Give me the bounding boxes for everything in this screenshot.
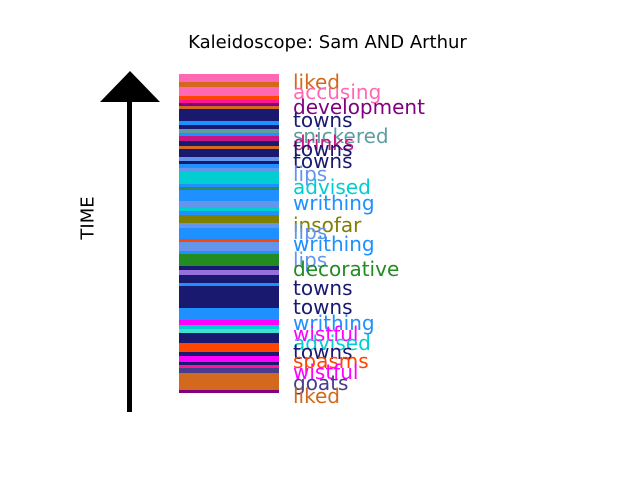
color-band — [179, 136, 279, 141]
diagram-title: Kaleidoscope: Sam AND Arthur — [188, 32, 467, 53]
word-label: insofar — [293, 213, 362, 237]
color-band — [179, 171, 279, 184]
color-band — [179, 161, 279, 164]
word-label: wistful — [293, 360, 359, 384]
time-axis-label: TIME — [77, 196, 99, 240]
color-band — [179, 239, 279, 242]
word-label: spasms — [293, 349, 369, 373]
color-band — [179, 251, 279, 254]
color-band — [179, 215, 279, 223]
color-band — [179, 320, 279, 325]
color-band — [179, 149, 279, 157]
color-band — [179, 254, 279, 266]
word-label: advised — [293, 175, 371, 199]
word-label: drinks — [293, 131, 355, 155]
color-band — [179, 109, 279, 121]
word-label: towns — [293, 295, 353, 319]
word-label: towns — [293, 108, 353, 132]
color-band — [179, 125, 279, 129]
color-band — [179, 270, 279, 275]
word-label: wistful — [293, 322, 359, 346]
word-label: goats — [293, 371, 349, 395]
color-band — [179, 362, 279, 365]
word-label: liked — [293, 70, 340, 94]
color-band — [179, 82, 279, 87]
color-band — [179, 157, 279, 161]
color-band — [179, 308, 279, 320]
time-arrow-shaft — [127, 100, 132, 412]
word-label: writhing — [293, 232, 375, 256]
color-band — [179, 365, 279, 368]
color-band — [179, 266, 279, 270]
word-label: liked — [293, 384, 340, 408]
color-band — [179, 187, 279, 190]
color-band — [179, 275, 279, 283]
color-band — [179, 352, 279, 356]
color-band — [179, 146, 279, 149]
color-band — [179, 373, 279, 390]
color-band — [179, 390, 279, 393]
word-label: towns — [293, 149, 353, 173]
time-arrow-head-icon — [100, 71, 160, 102]
word-label: towns — [293, 340, 353, 364]
color-band — [179, 228, 279, 239]
color-band — [179, 283, 279, 286]
color-band — [179, 325, 279, 329]
color-band — [179, 329, 279, 333]
word-label: writhing — [293, 191, 375, 215]
color-band — [179, 133, 279, 136]
color-band — [179, 87, 279, 96]
color-band — [179, 141, 279, 146]
color-band — [179, 129, 279, 133]
color-band — [179, 333, 279, 343]
color-band — [179, 164, 279, 168]
word-label: accusing — [293, 80, 382, 104]
color-band — [179, 356, 279, 362]
color-band — [179, 106, 279, 109]
word-label: lips — [293, 248, 328, 272]
color-band — [179, 184, 279, 187]
color-band — [179, 201, 279, 208]
color-band — [179, 286, 279, 308]
word-label: snickered — [293, 124, 389, 148]
word-label: advised — [293, 331, 371, 355]
color-band-strip — [179, 74, 279, 410]
word-label: writhing — [293, 311, 375, 335]
color-band — [179, 74, 279, 82]
color-band — [179, 100, 279, 103]
word-label-list: liked accusing development towns snickered dr… — [293, 0, 633, 480]
word-label: development — [293, 95, 425, 119]
color-band — [179, 211, 279, 215]
color-band — [179, 168, 279, 171]
color-band — [179, 242, 279, 251]
color-band — [179, 103, 279, 106]
color-band — [179, 190, 279, 201]
word-label: lips — [293, 220, 328, 244]
color-band — [179, 343, 279, 352]
color-band — [179, 96, 279, 100]
color-band — [179, 368, 279, 373]
word-label: lips — [293, 162, 328, 186]
color-band — [179, 121, 279, 125]
word-label: towns — [293, 276, 353, 300]
word-label: decorative — [293, 257, 400, 281]
color-band — [179, 208, 279, 211]
word-label: towns — [293, 137, 353, 161]
color-band — [179, 223, 279, 228]
